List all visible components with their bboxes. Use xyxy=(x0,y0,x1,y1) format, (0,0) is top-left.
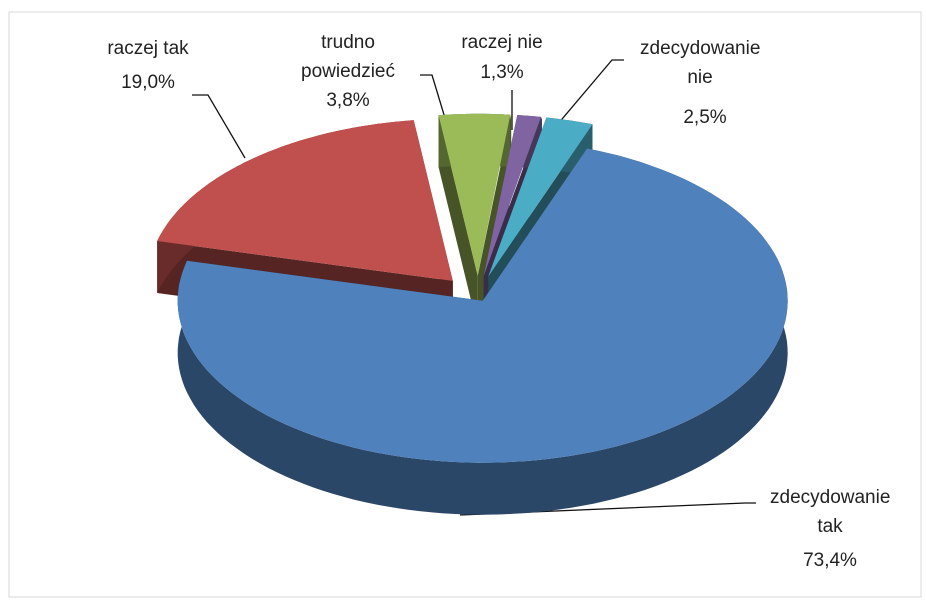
slice-label: raczej nie xyxy=(461,32,543,53)
pie-slice xyxy=(157,120,453,281)
slice-tops xyxy=(157,113,788,463)
leader-line xyxy=(420,74,449,129)
pie-slice xyxy=(488,117,593,277)
pie-slice xyxy=(483,115,541,276)
leader-line xyxy=(459,502,756,516)
slice-label: zdecydowanie tak xyxy=(770,487,891,537)
slice-value-label: 1,3% xyxy=(480,62,524,83)
chart-frame xyxy=(8,11,922,598)
slice-value-label: 2,5% xyxy=(683,107,727,128)
pie-slice xyxy=(438,113,511,276)
pie-slice xyxy=(177,148,788,463)
slice-label: raczej tak xyxy=(107,38,189,59)
leader-lines xyxy=(192,59,756,516)
leader-line xyxy=(545,59,624,139)
pie xyxy=(157,113,788,515)
slice-value-label: 19,0% xyxy=(121,72,175,93)
slice-label: trudno powiedzieć xyxy=(301,32,395,82)
slice-value-label: 73,4% xyxy=(803,550,857,571)
leader-line xyxy=(192,94,246,159)
slice-wall xyxy=(438,115,478,328)
slice-value-label: 3,8% xyxy=(326,90,370,111)
slice-label: zdecydowanie nie xyxy=(640,38,761,88)
